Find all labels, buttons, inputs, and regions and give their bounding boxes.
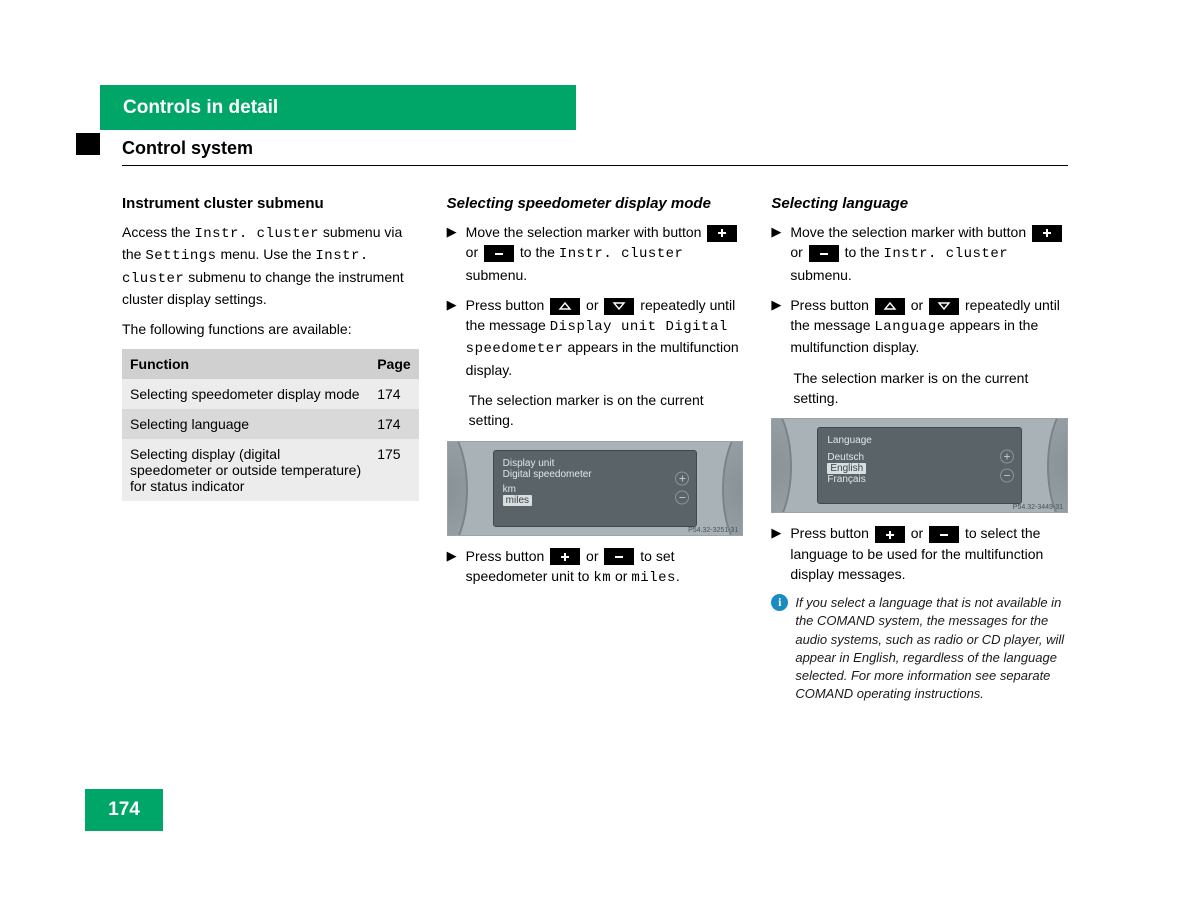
step: ▶ Press button or to select the language… bbox=[771, 523, 1068, 584]
plus-button-icon bbox=[1032, 225, 1062, 242]
gauge-left-icon bbox=[447, 441, 468, 536]
column-1: Instrument cluster submenu Access the In… bbox=[122, 195, 419, 703]
plus-minus-icon: +− bbox=[675, 472, 689, 505]
table-header-function: Function bbox=[122, 349, 369, 379]
plus-button-icon bbox=[550, 548, 580, 565]
plus-minus-icon: +− bbox=[1000, 449, 1014, 482]
up-button-icon bbox=[875, 298, 905, 315]
cluster-screen: Display unit Digital speedometer km mile… bbox=[493, 450, 698, 527]
info-icon: i bbox=[771, 594, 788, 611]
selected-option: English bbox=[827, 463, 866, 474]
plus-button-icon bbox=[707, 225, 737, 242]
triangle-icon: ▶ bbox=[771, 222, 781, 285]
functions-table: Function Page Selecting speedometer disp… bbox=[122, 349, 419, 501]
col1-heading: Instrument cluster submenu bbox=[122, 195, 419, 212]
cluster-display-panel: Language Deutsch English Français +− P54… bbox=[771, 418, 1068, 513]
col2-heading: Selecting speedometer display mode bbox=[447, 195, 744, 212]
step: ▶ Move the selection marker with button … bbox=[447, 222, 744, 285]
table-row: Selecting display (digital speedometer o… bbox=[122, 439, 419, 501]
selected-option: miles bbox=[503, 495, 532, 506]
info-note: i If you select a language that is not a… bbox=[771, 594, 1068, 703]
step: ▶ Press button or to set speedometer uni… bbox=[447, 546, 744, 589]
cluster-screen: Language Deutsch English Français +− bbox=[817, 427, 1022, 504]
image-ref: P54.32-3449-31 bbox=[1013, 504, 1063, 511]
note-text: If you select a language that is not ava… bbox=[795, 594, 1068, 703]
plus-button-icon bbox=[875, 526, 905, 543]
col1-para2: The following functions are available: bbox=[122, 319, 419, 339]
triangle-icon: ▶ bbox=[447, 295, 457, 380]
page-content: Instrument cluster submenu Access the In… bbox=[122, 195, 1068, 703]
column-3: Selecting language ▶ Move the selection … bbox=[771, 195, 1068, 703]
triangle-icon: ▶ bbox=[447, 222, 457, 285]
col3-body1: The selection marker is on the current s… bbox=[793, 368, 1068, 409]
gauge-right-icon bbox=[1047, 418, 1068, 513]
col1-para1: Access the Instr. cluster submenu via th… bbox=[122, 222, 419, 309]
down-button-icon bbox=[929, 298, 959, 315]
triangle-icon: ▶ bbox=[447, 546, 457, 589]
gauge-left-icon bbox=[771, 418, 792, 513]
step: ▶ Move the selection marker with button … bbox=[771, 222, 1068, 285]
image-ref: P54.32-3251-31 bbox=[688, 527, 738, 534]
minus-button-icon bbox=[484, 245, 514, 262]
table-header-page: Page bbox=[369, 349, 418, 379]
up-button-icon bbox=[550, 298, 580, 315]
page-number: 174 bbox=[85, 789, 163, 831]
col3-heading: Selecting language bbox=[771, 195, 1068, 212]
chapter-header: Controls in detail bbox=[100, 85, 576, 130]
minus-button-icon bbox=[809, 245, 839, 262]
triangle-icon: ▶ bbox=[771, 523, 781, 584]
side-black-tab bbox=[76, 133, 100, 155]
gauge-right-icon bbox=[722, 441, 743, 536]
minus-button-icon bbox=[929, 526, 959, 543]
step: ▶ Press button or repeatedly until the m… bbox=[771, 295, 1068, 358]
table-row: Selecting language 174 bbox=[122, 409, 419, 439]
cluster-display-panel: Display unit Digital speedometer km mile… bbox=[447, 441, 744, 536]
section-title: Control system bbox=[122, 138, 1068, 166]
col2-body1: The selection marker is on the current s… bbox=[469, 390, 744, 431]
minus-button-icon bbox=[604, 548, 634, 565]
step: ▶ Press button or repeatedly until the m… bbox=[447, 295, 744, 380]
column-2: Selecting speedometer display mode ▶ Mov… bbox=[447, 195, 744, 703]
triangle-icon: ▶ bbox=[771, 295, 781, 358]
table-row: Selecting speedometer display mode 174 bbox=[122, 379, 419, 409]
down-button-icon bbox=[604, 298, 634, 315]
